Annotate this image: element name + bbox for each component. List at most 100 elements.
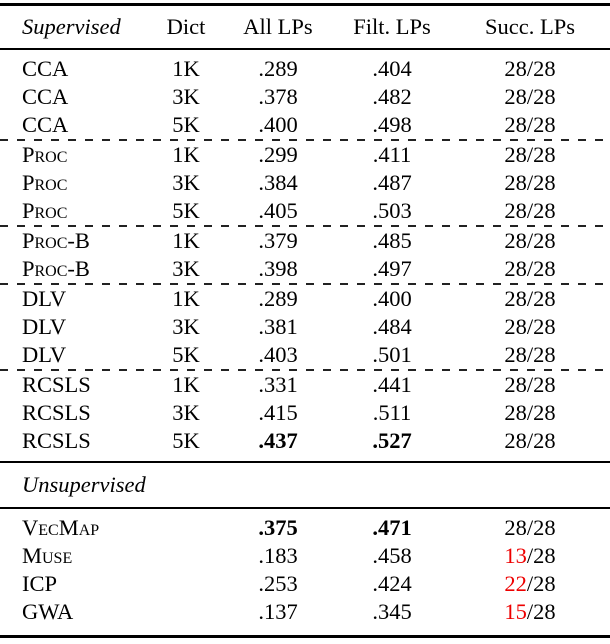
succ-denominator: /28 [526,515,556,541]
table-row: ICP .253 .424 22/28 [0,570,610,598]
table-row: GWA .137 .345 15/28 [0,598,610,638]
all-lps-cell-best: .437 [258,428,298,454]
method-cell: RCSLS [22,372,91,398]
filt-lps-cell: .498 [372,112,412,138]
filt-lps-cell: .503 [372,198,412,224]
all-lps-cell: .299 [258,142,298,168]
table-row: VecMap .375 .471 28/28 [0,508,610,542]
all-lps-cell: .403 [258,342,298,368]
all-lps-cell-best: .375 [258,515,298,541]
filt-lps-cell: .497 [372,256,412,282]
method-cell: Proc [22,170,68,196]
succ-lps-cell: 28/28 [450,83,610,111]
method-cell: DLV [22,286,67,312]
succ-denominator: /28 [526,571,556,597]
succ-numerator: 28 [504,342,527,368]
table-row: Proc 5K .405 .503 28/28 [0,197,610,225]
table-row: DLV 5K .403 .501 28/28 [0,341,610,369]
dict-cell [150,508,222,542]
group-separator-dashed [0,283,610,285]
table-row: Proc-B 3K .398 .497 28/28 [0,255,610,283]
dict-cell: 5K [172,198,200,224]
method-cell: GWA [0,598,150,638]
succ-lps-cell: 28/28 [450,427,610,462]
table-row: CCA 1K .289 .404 28/28 [0,49,610,83]
table-row: RCSLS 5K .437 .527 28/28 [0,427,610,462]
succ-lps-cell: 28/28 [450,49,610,83]
filt-lps-cell: .404 [372,56,412,82]
dict-cell [150,542,222,570]
dict-cell: 3K [172,84,200,110]
table-row: RCSLS 3K .415 .511 28/28 [0,399,610,427]
succ-denominator: /28 [526,286,556,312]
column-header-supervised: Supervised [0,3,150,50]
all-lps-cell: .289 [258,56,298,82]
all-lps-cell: .378 [258,84,298,110]
all-lps-cell: .379 [258,228,298,254]
method-cell: Proc-B [22,228,90,254]
method-cell: Proc-B [22,256,90,282]
filt-lps-cell-best: .471 [372,515,412,541]
filt-lps-cell: .482 [372,84,412,110]
table-row: DLV 3K .381 .484 28/28 [0,313,610,341]
method-cell: RCSLS [22,400,91,426]
all-lps-cell: .289 [258,286,298,312]
table-row: RCSLS 1K .331 .441 28/28 [0,371,610,399]
table-row: DLV 1K .289 .400 28/28 [0,285,610,313]
succ-lps-cell: 28/28 [450,341,610,369]
all-lps-cell: .253 [258,571,298,597]
dict-cell [150,570,222,598]
column-header-succ-lps: Succ. LPs [450,3,610,50]
method-cell: DLV [22,314,67,340]
succ-lps-cell: 28/28 [450,227,610,255]
table-row: Proc 1K .299 .411 28/28 [0,141,610,169]
group-separator-dashed [0,225,610,227]
dict-cell: 3K [172,256,200,282]
all-lps-cell: .384 [258,170,298,196]
unsupervised-section-header: Unsupervised [0,461,610,509]
method-cell: VecMap [22,515,100,541]
dict-cell: 1K [172,228,200,254]
section-label-unsupervised: Unsupervised [0,461,610,509]
succ-denominator: /28 [526,228,556,254]
filt-lps-cell: .501 [372,342,412,368]
table-header-row: Supervised Dict All LPs Filt. LPs Succ. … [0,3,610,50]
filt-lps-cell: .411 [372,142,412,168]
succ-numerator: 28 [504,400,527,426]
column-header-filt-lps: Filt. LPs [334,3,450,50]
method-cell: Proc [22,142,68,168]
succ-lps-cell: 22/28 [450,570,610,598]
dict-cell: 5K [172,428,200,454]
succ-lps-cell: 13/28 [450,542,610,570]
table-row: Proc 3K .384 .487 28/28 [0,169,610,197]
succ-numerator: 28 [504,286,527,312]
succ-denominator: /28 [526,256,556,282]
group-separator-dashed [0,139,610,141]
dashed-rule [0,283,610,285]
succ-lps-cell: 28/28 [450,508,610,542]
succ-denominator: /28 [526,599,556,625]
succ-numerator: 28 [504,314,527,340]
succ-lps-cell: 28/28 [450,255,610,283]
results-table: Supervised Dict All LPs Filt. LPs Succ. … [0,3,610,638]
filt-lps-cell: .487 [372,170,412,196]
dashed-rule [0,369,610,371]
succ-lps-cell: 15/28 [450,598,610,638]
succ-numerator: 28 [504,256,527,282]
filt-lps-cell: .511 [372,400,412,426]
dict-cell: 3K [172,400,200,426]
filt-lps-cell-best: .527 [372,428,412,454]
all-lps-cell: .183 [258,543,298,569]
filt-lps-cell: .484 [372,314,412,340]
succ-numerator: 28 [504,142,527,168]
method-cell: CCA [22,112,69,138]
succ-numerator: 28 [504,56,527,82]
dict-cell: 1K [172,56,200,82]
succ-lps-cell: 28/28 [450,285,610,313]
all-lps-cell: .415 [258,400,298,426]
succ-denominator: /28 [526,543,556,569]
filt-lps-cell: .400 [372,286,412,312]
succ-numerator: 28 [504,84,527,110]
filt-lps-cell: .424 [372,571,412,597]
supervised-section: CCA 1K .289 .404 28/28 CCA 3K .378 .482 … [0,49,610,462]
